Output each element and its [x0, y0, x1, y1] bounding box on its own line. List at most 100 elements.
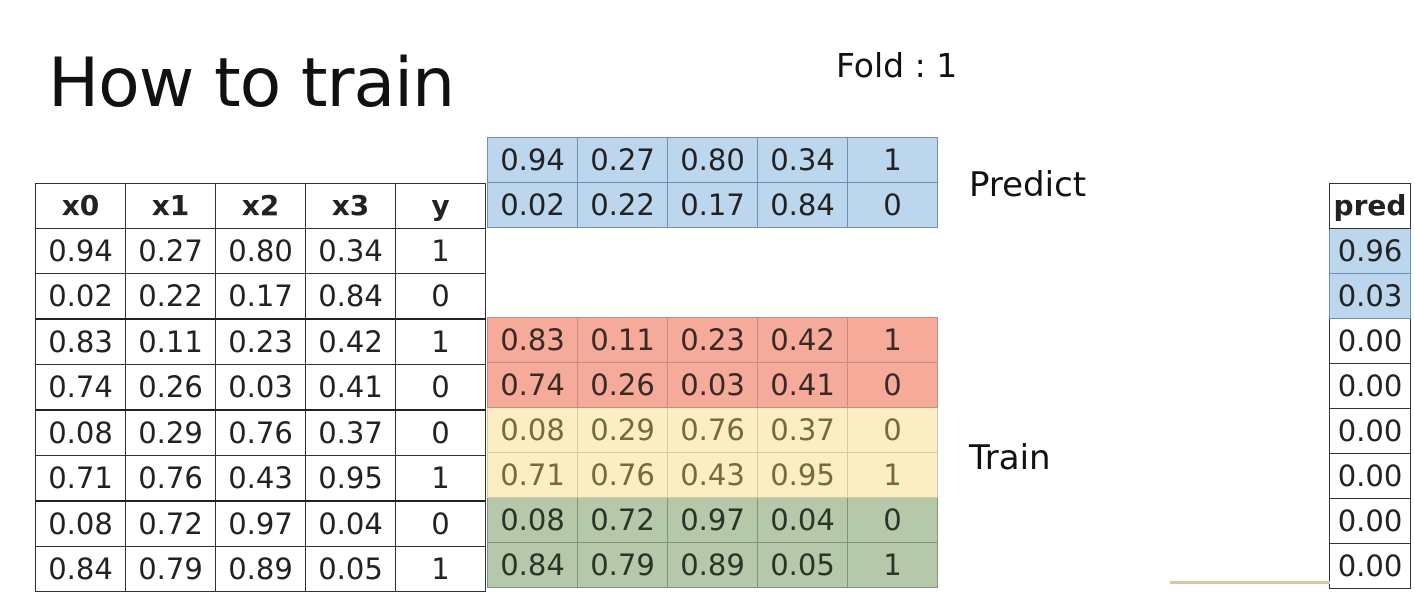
- fold-label: Fold : 1: [836, 46, 958, 85]
- predict-row: 0.02 0.22 0.17 0.84 0: [487, 182, 938, 228]
- train-cell: 0.95: [757, 452, 848, 498]
- main-table-header-row: x0 x1 x2 x3 y: [35, 183, 486, 229]
- predict-fold-table: 0.94 0.27 0.80 0.34 1 0.02 0.22 0.17 0.84 0: [487, 137, 938, 228]
- train-row: 0.74 0.26 0.03 0.41 0: [487, 362, 938, 408]
- train-row: 0.71 0.76 0.43 0.95 1: [487, 452, 938, 498]
- train-folds-table: 0.83 0.11 0.23 0.42 1 0.74 0.26 0.03 0.41 0 0.08 0.…: [487, 317, 938, 588]
- train-cell: 0: [847, 407, 938, 453]
- train-cell: 0.84: [487, 542, 578, 588]
- divider-line: [1170, 581, 1330, 584]
- train-cell: 0.97: [667, 497, 758, 543]
- main-table-cell: 0.05: [305, 546, 396, 592]
- main-table-cell: 0.26: [125, 364, 216, 411]
- header-x2: x2: [215, 183, 306, 229]
- pred-row: 0.00: [1329, 453, 1411, 499]
- predict-label: Predict: [969, 165, 1087, 205]
- main-table-row: 0.08 0.72 0.97 0.04 0: [35, 500, 486, 547]
- train-cell: 0.05: [757, 542, 848, 588]
- train-cell: 0.41: [757, 362, 848, 408]
- train-cell: 0.76: [667, 407, 758, 453]
- main-table-cell: 0.08: [35, 500, 126, 547]
- predict-cell: 1: [847, 137, 938, 183]
- train-cell: 0.42: [757, 317, 848, 363]
- train-cell: 0.79: [577, 542, 668, 588]
- predict-cell: 0.94: [487, 137, 578, 183]
- header-y: y: [395, 183, 486, 229]
- main-table-cell: 0: [395, 500, 486, 547]
- train-cell: 0.03: [667, 362, 758, 408]
- train-cell: 0.72: [577, 497, 668, 543]
- main-table-cell: 0.29: [125, 409, 216, 456]
- main-table-cell: 0.79: [125, 546, 216, 592]
- pred-row: 0.00: [1329, 318, 1411, 364]
- train-cell: 1: [847, 542, 938, 588]
- main-table-row: 0.84 0.79 0.89 0.05 1: [35, 546, 486, 592]
- main-table-cell: 0.89: [215, 546, 306, 592]
- train-cell: 1: [847, 317, 938, 363]
- train-row: 0.84 0.79 0.89 0.05 1: [487, 542, 938, 588]
- main-table-cell: 0.94: [35, 228, 126, 274]
- main-table-cell: 0.76: [215, 409, 306, 456]
- predict-cell: 0.34: [757, 137, 848, 183]
- train-cell: 0.74: [487, 362, 578, 408]
- main-table-cell: 0.97: [215, 500, 306, 547]
- header-x0: x0: [35, 183, 126, 229]
- train-cell: 0.43: [667, 452, 758, 498]
- train-label: Train: [969, 438, 1051, 478]
- train-cell: 0.04: [757, 497, 848, 543]
- slide-title: How to train: [48, 44, 455, 123]
- pred-row: 0.03: [1329, 273, 1411, 319]
- main-table-cell: 0.42: [305, 318, 396, 365]
- main-table-cell: 0.76: [125, 455, 216, 502]
- pred-column-table: pred 0.96 0.03 0.00 0.00 0.00 0.00 0.00 0.00: [1329, 183, 1411, 589]
- main-table-cell: 0.71: [35, 455, 126, 502]
- predict-cell: 0.84: [757, 182, 848, 228]
- pred-row: 0.96: [1329, 228, 1411, 274]
- train-row: 0.08 0.72 0.97 0.04 0: [487, 497, 938, 543]
- predict-cell: 0.80: [667, 137, 758, 183]
- predict-cell: 0.02: [487, 182, 578, 228]
- pred-cell: 0.03: [1329, 273, 1411, 319]
- train-cell: 0.23: [667, 317, 758, 363]
- main-table-cell: 0.27: [125, 228, 216, 274]
- train-cell: 0.71: [487, 452, 578, 498]
- main-table-cell: 0.41: [305, 364, 396, 411]
- main-table-cell: 0.84: [305, 273, 396, 320]
- pred-cell: 0.00: [1329, 408, 1411, 454]
- header-x1: x1: [125, 183, 216, 229]
- train-cell: 0.29: [577, 407, 668, 453]
- pred-row: 0.00: [1329, 408, 1411, 454]
- pred-row: 0.00: [1329, 498, 1411, 544]
- main-table-cell: 0.84: [35, 546, 126, 592]
- train-cell: 0.11: [577, 317, 668, 363]
- train-cell: 0.08: [487, 497, 578, 543]
- main-table-cell: 0.74: [35, 364, 126, 411]
- predict-row: 0.94 0.27 0.80 0.34 1: [487, 137, 938, 183]
- main-table-cell: 0.95: [305, 455, 396, 502]
- main-table-row: 0.02 0.22 0.17 0.84 0: [35, 273, 486, 320]
- train-cell: 0.26: [577, 362, 668, 408]
- main-table-cell: 0.04: [305, 500, 396, 547]
- predict-cell: 0: [847, 182, 938, 228]
- main-table-cell: 0.17: [215, 273, 306, 320]
- main-table-row: 0.74 0.26 0.03 0.41 0: [35, 364, 486, 411]
- train-row: 0.83 0.11 0.23 0.42 1: [487, 317, 938, 363]
- main-table-row: 0.71 0.76 0.43 0.95 1: [35, 455, 486, 502]
- main-table-cell: 0.72: [125, 500, 216, 547]
- pred-cell: 0.00: [1329, 498, 1411, 544]
- train-row: 0.08 0.29 0.76 0.37 0: [487, 407, 938, 453]
- main-table-row: 0.94 0.27 0.80 0.34 1: [35, 228, 486, 274]
- main-table-cell: 0.83: [35, 318, 126, 365]
- pred-cell: 0.00: [1329, 543, 1411, 589]
- pred-row: 0.00: [1329, 543, 1411, 589]
- main-table-cell: 1: [395, 318, 486, 365]
- main-table-row: 0.83 0.11 0.23 0.42 1: [35, 318, 486, 365]
- pred-cell: 0.96: [1329, 228, 1411, 274]
- train-cell: 0.08: [487, 407, 578, 453]
- train-cell: 0.89: [667, 542, 758, 588]
- main-table-cell: 0.08: [35, 409, 126, 456]
- main-table-row: 0.08 0.29 0.76 0.37 0: [35, 409, 486, 456]
- main-table-cell: 0.11: [125, 318, 216, 365]
- main-data-table: x0 x1 x2 x3 y 0.94 0.27 0.80 0.34 1 0.02 0.22 0…: [35, 183, 486, 592]
- train-cell: 0.76: [577, 452, 668, 498]
